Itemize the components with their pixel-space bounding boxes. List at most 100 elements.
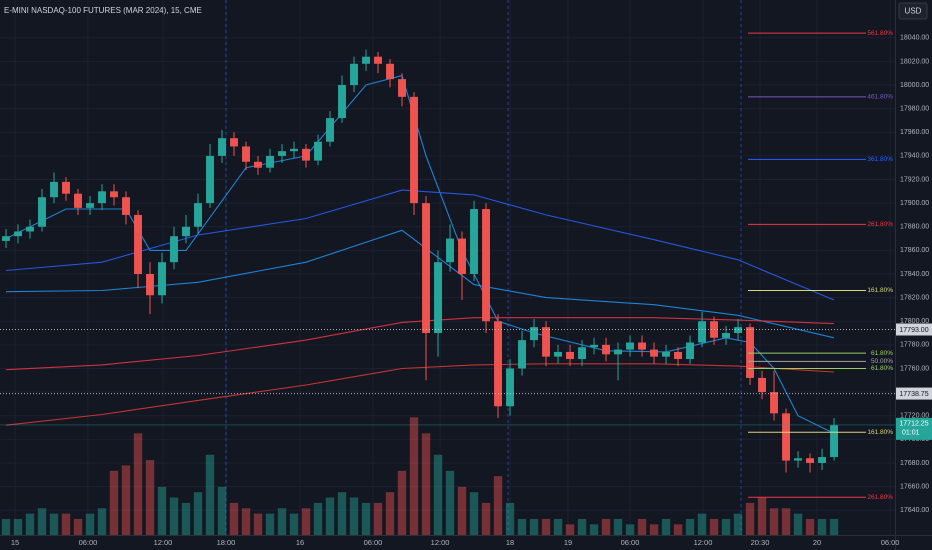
candle-body <box>146 273 154 296</box>
candle-body <box>830 425 838 458</box>
candle-body <box>122 197 130 215</box>
fib-label: 161.80% <box>867 287 893 294</box>
candle-body <box>170 236 178 263</box>
chart-title: E-MINI NASDAQ-100 FUTURES (MAR 2024), 15… <box>4 6 202 15</box>
y-tick-label: 18040.00 <box>900 35 929 42</box>
volume-bar <box>121 465 131 535</box>
volume-bar <box>337 492 347 535</box>
volume-bar <box>325 497 335 535</box>
x-tick-label: 18 <box>506 538 514 547</box>
candle-body <box>38 197 46 227</box>
volume-bar <box>589 524 599 535</box>
x-tick-label: 06:00 <box>881 538 900 547</box>
x-tick-label: 18:00 <box>217 538 236 547</box>
volume-bar <box>781 508 791 535</box>
moving-average <box>5 363 835 426</box>
y-tick-label: 17780.00 <box>900 342 929 349</box>
volume-bar <box>793 513 803 535</box>
volume-bar <box>73 518 83 535</box>
moving-average <box>5 74 835 434</box>
volume-bar <box>373 502 383 535</box>
volume-bar <box>553 518 563 535</box>
y-tick-label: 18000.00 <box>900 82 929 89</box>
volume-bar <box>721 518 731 535</box>
volume-bar <box>133 433 143 535</box>
candle-body <box>182 226 190 237</box>
candle-body <box>410 96 418 204</box>
candle-body <box>254 161 262 168</box>
price-marker-box <box>896 323 932 336</box>
y-tick-label: 17860.00 <box>900 247 929 254</box>
volume-bar <box>421 433 431 535</box>
y-tick-label: 17960.00 <box>900 129 929 136</box>
volume-bar <box>217 486 227 535</box>
candle-body <box>218 138 226 156</box>
candle-body <box>14 231 22 237</box>
volume-bar <box>673 524 683 535</box>
x-tick-label: 06:00 <box>621 538 640 547</box>
volume-bar <box>289 513 299 535</box>
candle-body <box>266 155 274 168</box>
last-price-label: 17712.25 <box>899 421 928 428</box>
volume-bar <box>577 518 587 535</box>
candle-body <box>494 321 502 407</box>
y-tick-label: 17880.00 <box>900 224 929 231</box>
candle-body <box>290 148 298 152</box>
volume-bar <box>457 486 467 535</box>
volume-bar <box>361 502 371 535</box>
volume-bar <box>157 486 167 535</box>
fib-label: 361.80% <box>867 156 893 163</box>
candle-body <box>62 181 70 194</box>
currency-button[interactable] <box>898 2 928 20</box>
volume-bar <box>745 502 755 535</box>
price-marker-label: 17738.75 <box>899 391 928 398</box>
volume-bar <box>145 460 155 535</box>
candle-body <box>434 262 442 334</box>
volume-bar <box>37 508 47 535</box>
x-tick-label: 15 <box>11 538 19 547</box>
volume-bar <box>253 513 263 535</box>
candle-body <box>698 321 706 343</box>
candle-body <box>506 368 514 407</box>
candle-body <box>734 327 742 334</box>
volume-bar <box>25 513 35 535</box>
candle-body <box>302 148 310 161</box>
volume-bar <box>349 497 359 535</box>
candle-body <box>110 191 118 198</box>
candle-body <box>458 238 466 274</box>
price-marker-label: 17793.00 <box>899 327 928 334</box>
volume-bar <box>829 518 839 535</box>
x-tick-label: 20 <box>813 538 821 547</box>
candle-body <box>326 118 334 142</box>
candle-body <box>74 193 82 208</box>
fib-label: 261.80% <box>867 494 893 501</box>
candle-body <box>386 63 394 80</box>
y-tick-label: 17920.00 <box>900 176 929 183</box>
volume-bar <box>1 518 11 535</box>
candle-body <box>770 392 778 414</box>
volume-bar <box>805 518 815 535</box>
x-tick-label: 16 <box>296 538 304 547</box>
candle-body <box>158 262 166 296</box>
candle-body <box>602 344 610 355</box>
volume-bar <box>169 497 179 535</box>
volume-bar <box>313 502 323 535</box>
candle-body <box>530 327 538 341</box>
volume-bar <box>49 513 59 535</box>
x-tick-label: 12:00 <box>694 538 713 547</box>
candle-body <box>470 209 478 274</box>
candle-body <box>578 347 586 360</box>
volume-bar <box>397 470 407 535</box>
x-tick-label: 12:00 <box>431 538 450 547</box>
candle-body <box>26 226 34 232</box>
volume-bar <box>637 518 647 535</box>
candle-body <box>350 63 358 86</box>
currency-label[interactable]: USD <box>905 7 922 16</box>
countdown-label: 01:01 <box>902 430 920 437</box>
candle-body <box>590 344 598 348</box>
candle-body <box>398 79 406 97</box>
candle-body <box>194 203 202 227</box>
volume-bar <box>181 502 191 535</box>
